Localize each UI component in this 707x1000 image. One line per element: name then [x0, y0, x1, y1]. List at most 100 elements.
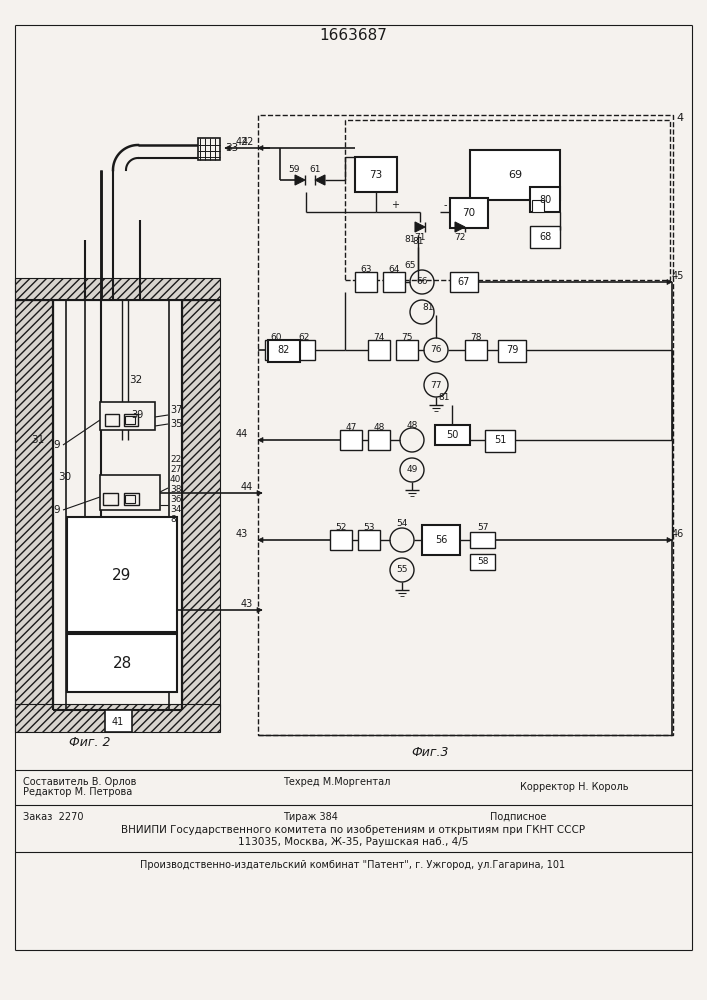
Text: 42: 42: [235, 137, 248, 147]
Bar: [422, 525, 460, 555]
Text: 79: 79: [506, 345, 518, 355]
Text: 59: 59: [288, 165, 300, 174]
Polygon shape: [258, 145, 263, 150]
Bar: [368, 430, 390, 450]
Text: 48: 48: [373, 422, 385, 432]
Text: 71: 71: [414, 233, 426, 242]
Bar: [100, 475, 160, 510]
Bar: [465, 340, 487, 360]
Bar: [368, 340, 390, 360]
Bar: [105, 710, 132, 732]
Text: 9: 9: [54, 440, 60, 450]
Text: 60: 60: [270, 332, 282, 342]
Bar: [358, 530, 380, 550]
Text: 70: 70: [462, 208, 476, 218]
Bar: [67, 634, 177, 692]
Text: +: +: [391, 200, 399, 210]
Bar: [383, 272, 405, 292]
Text: 34: 34: [170, 506, 182, 514]
Bar: [530, 187, 560, 212]
Text: 77: 77: [431, 380, 442, 389]
Text: 81: 81: [404, 235, 416, 244]
Text: Редактор М. Петрова: Редактор М. Петрова: [23, 787, 132, 797]
Text: Составитель В. Орлов: Составитель В. Орлов: [23, 777, 136, 787]
Text: 64: 64: [388, 264, 399, 273]
Bar: [470, 150, 560, 200]
Text: 48: 48: [407, 422, 418, 430]
Text: 113035, Москва, Ж-35, Раушская наб., 4/5: 113035, Москва, Ж-35, Раушская наб., 4/5: [238, 837, 468, 847]
Text: 52: 52: [335, 522, 346, 532]
Text: 76: 76: [431, 346, 442, 355]
Text: 78: 78: [470, 332, 481, 342]
Text: 80: 80: [539, 195, 551, 205]
Text: 58: 58: [477, 558, 489, 566]
Polygon shape: [295, 175, 305, 185]
Text: 35: 35: [170, 419, 182, 429]
Text: Заказ  2270: Заказ 2270: [23, 812, 83, 822]
Text: 33: 33: [226, 143, 239, 153]
Bar: [15, 278, 220, 300]
Bar: [15, 300, 53, 710]
Polygon shape: [455, 222, 465, 232]
Bar: [498, 340, 526, 362]
Text: 74: 74: [373, 332, 385, 342]
Text: 67: 67: [458, 277, 470, 287]
Text: 4: 4: [677, 113, 684, 123]
Polygon shape: [258, 438, 263, 442]
Text: 43: 43: [241, 599, 253, 609]
Bar: [124, 493, 139, 505]
Text: 28: 28: [112, 656, 132, 670]
Text: 62: 62: [298, 332, 310, 342]
Text: 57: 57: [477, 524, 489, 532]
Text: 44: 44: [241, 482, 253, 492]
Polygon shape: [667, 538, 672, 542]
Polygon shape: [257, 490, 262, 495]
Bar: [470, 554, 495, 570]
Text: 75: 75: [402, 332, 413, 342]
Polygon shape: [257, 607, 262, 612]
Text: 22: 22: [170, 456, 181, 464]
Bar: [182, 300, 220, 710]
Bar: [258, 115, 673, 735]
Bar: [265, 340, 287, 360]
Text: 41: 41: [112, 717, 124, 727]
Bar: [450, 272, 478, 292]
Text: 32: 32: [129, 375, 143, 385]
Bar: [103, 493, 118, 505]
Bar: [355, 272, 377, 292]
Text: 42: 42: [242, 137, 255, 147]
Text: 73: 73: [369, 170, 382, 180]
Polygon shape: [415, 222, 425, 232]
Bar: [125, 416, 135, 424]
Polygon shape: [667, 279, 672, 284]
Bar: [330, 530, 352, 550]
Bar: [268, 340, 300, 362]
Bar: [530, 226, 560, 248]
Bar: [67, 517, 177, 632]
Text: 81: 81: [438, 393, 450, 402]
Text: 38: 38: [170, 486, 182, 494]
Bar: [125, 495, 135, 503]
Text: 53: 53: [363, 522, 375, 532]
Text: 45: 45: [672, 271, 684, 281]
Bar: [532, 200, 544, 212]
Text: ВНИИПИ Государственного комитета по изобретениям и открытиям при ГКНТ СССР: ВНИИПИ Государственного комитета по изоб…: [121, 825, 585, 835]
Text: 82: 82: [278, 345, 290, 355]
Text: 55: 55: [396, 566, 408, 574]
Text: Корректор Н. Король: Корректор Н. Король: [520, 782, 629, 792]
Text: 68: 68: [539, 232, 551, 242]
Bar: [293, 340, 315, 360]
Bar: [345, 120, 670, 280]
Bar: [15, 704, 220, 732]
Text: 43: 43: [235, 529, 248, 539]
Text: 81: 81: [422, 304, 434, 312]
Text: 69: 69: [508, 170, 522, 180]
Text: 54: 54: [397, 520, 408, 528]
Text: 1663687: 1663687: [319, 27, 387, 42]
Text: 40: 40: [170, 476, 182, 485]
Bar: [340, 430, 362, 450]
Text: 30: 30: [59, 472, 71, 482]
Text: 72: 72: [455, 233, 466, 242]
Text: 31: 31: [31, 435, 45, 445]
Polygon shape: [225, 145, 230, 150]
